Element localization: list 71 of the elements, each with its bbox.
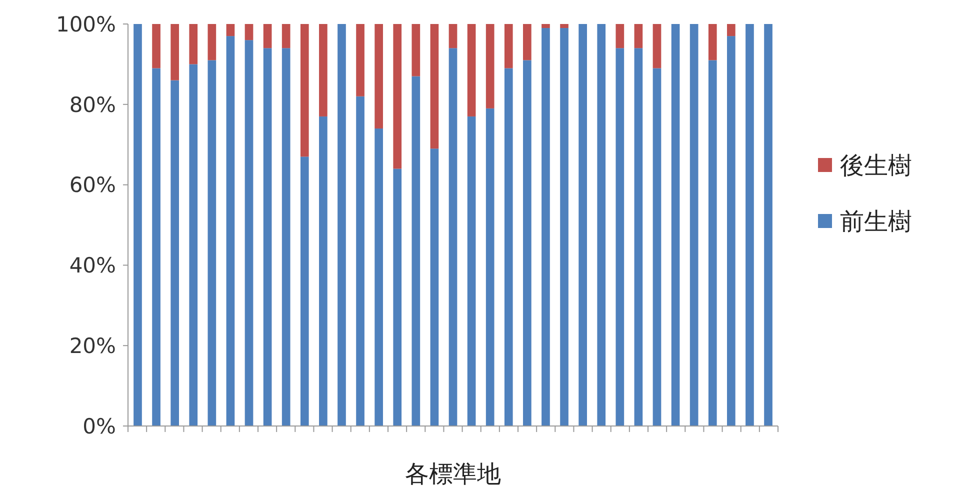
bar [263, 48, 272, 426]
bar [467, 24, 476, 116]
bar [430, 24, 439, 149]
bar [244, 24, 254, 40]
bar [319, 24, 328, 116]
y-tick-label: 100% [56, 12, 116, 36]
bar [597, 24, 606, 426]
bar [282, 48, 290, 426]
bar [170, 24, 179, 80]
bar [208, 24, 216, 60]
bar [708, 24, 717, 60]
bar [170, 80, 179, 426]
bar [338, 24, 346, 426]
bar [560, 24, 568, 28]
bar [560, 28, 568, 426]
bar [448, 24, 458, 48]
y-tick-label: 40% [69, 254, 116, 278]
bar [152, 24, 160, 68]
bar [652, 68, 662, 426]
bar [189, 24, 198, 64]
bar [542, 28, 550, 426]
bar [467, 116, 476, 426]
y-tick-label: 20% [69, 334, 116, 358]
bar [208, 60, 216, 426]
bar [727, 36, 736, 426]
y-tick-label: 60% [69, 173, 116, 198]
bar [226, 36, 235, 426]
bar [746, 24, 754, 426]
bar [300, 156, 309, 426]
bar [671, 24, 680, 426]
x-axis-title: 各標準地 [405, 460, 501, 488]
bar [319, 116, 328, 426]
bar [727, 24, 736, 36]
y-tick-label: 0% [82, 414, 116, 438]
bar [578, 24, 587, 426]
bar [282, 24, 290, 48]
bar [523, 24, 532, 60]
bar [616, 48, 624, 426]
bar [764, 24, 772, 426]
bar [634, 48, 643, 426]
bar [542, 24, 550, 28]
bar [374, 24, 383, 129]
bar [244, 40, 254, 426]
bar [152, 68, 160, 426]
bar [486, 24, 494, 108]
bar [652, 24, 662, 68]
bar [412, 76, 420, 426]
bar [634, 24, 643, 48]
bar [523, 60, 532, 426]
bar [708, 60, 717, 426]
bar [616, 24, 624, 48]
bar [263, 24, 272, 48]
legend-label: 前生樹 [840, 207, 912, 236]
bar [300, 24, 309, 157]
legend-label: 後生樹 [840, 151, 912, 180]
bar [134, 24, 142, 426]
y-tick-label: 80% [69, 92, 116, 117]
bar [393, 24, 402, 169]
bar [430, 148, 439, 426]
bar [412, 24, 420, 76]
bar [690, 24, 698, 426]
bar [356, 96, 364, 426]
bar [393, 168, 402, 426]
bar [374, 128, 383, 426]
bar [486, 108, 494, 426]
bar [226, 24, 235, 36]
bar [189, 64, 198, 426]
bar [356, 24, 364, 96]
bar [504, 24, 513, 68]
bar [504, 68, 513, 426]
bar [448, 48, 458, 426]
